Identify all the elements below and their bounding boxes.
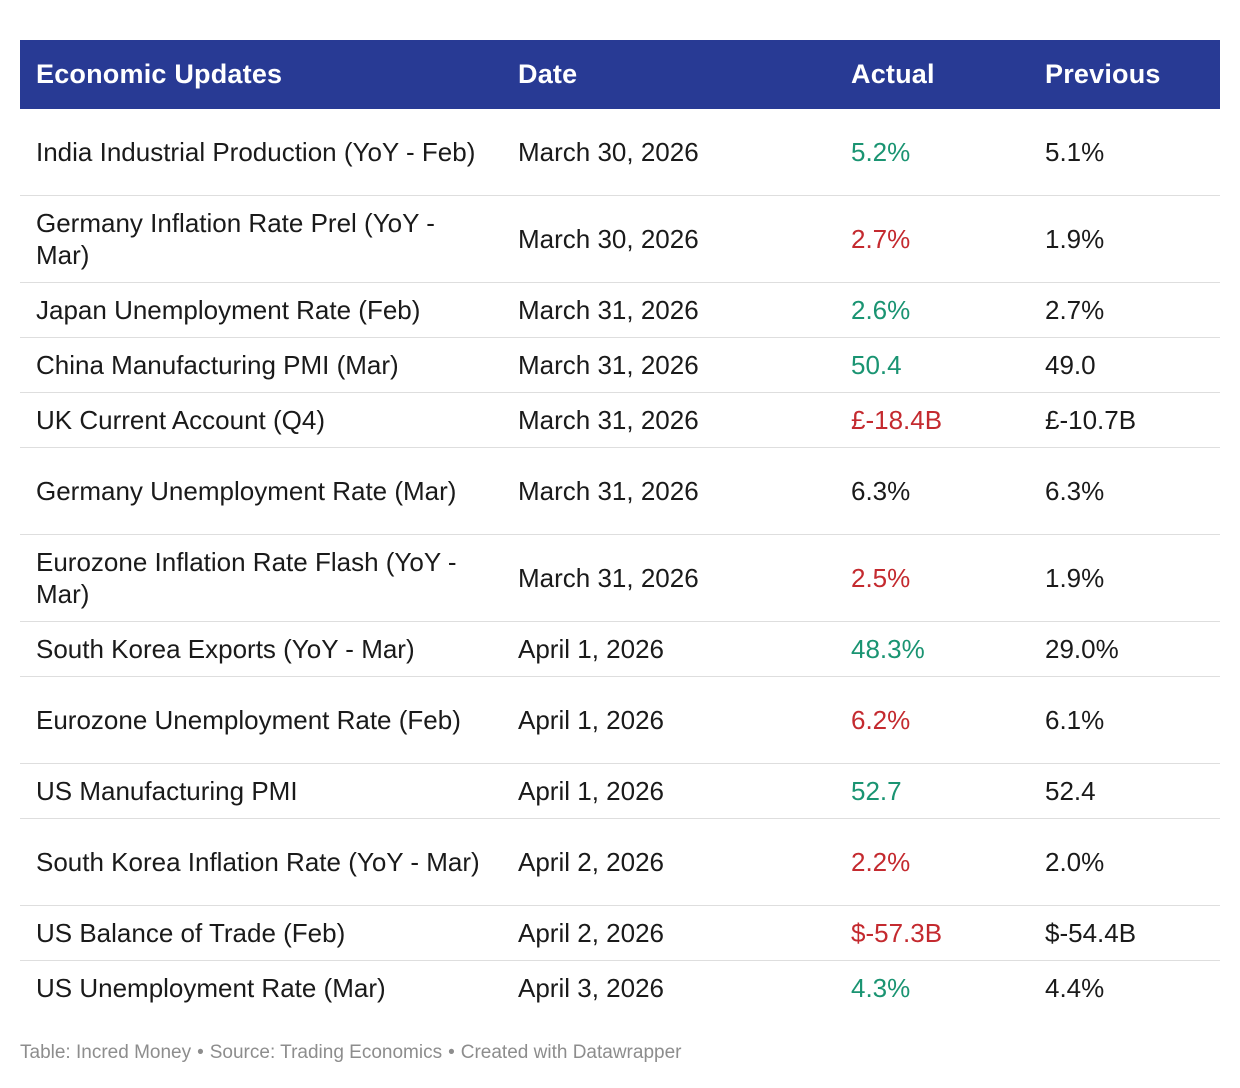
cell-previous: 52.4 — [1029, 763, 1220, 819]
table-row: UK Current Account (Q4) March 31, 2026 £-1… — [20, 392, 1220, 448]
cell-previous: 2.7% — [1029, 282, 1220, 338]
table-body: India Industrial Production (YoY - Feb) M… — [20, 109, 1220, 1015]
cell-actual: 2.5% — [832, 534, 1029, 622]
cell-event: US Balance of Trade (Feb) — [20, 905, 502, 961]
table-row: Eurozone Unemployment Rate (Feb) April 1,… — [20, 676, 1220, 764]
cell-date: March 31, 2026 — [502, 392, 832, 448]
footer-created-with: Created with Datawrapper — [460, 1042, 682, 1063]
cell-previous: 6.3% — [1029, 447, 1220, 535]
cell-event: US Manufacturing PMI — [20, 763, 502, 819]
table-row: India Industrial Production (YoY - Feb) M… — [20, 109, 1220, 196]
cell-previous: 49.0 — [1029, 337, 1220, 393]
cell-event: UK Current Account (Q4) — [20, 392, 502, 448]
cell-previous: $-54.4B — [1029, 905, 1220, 961]
economic-updates-table-container: Economic Updates Date Actual Previous In… — [20, 40, 1220, 1015]
cell-actual: 2.2% — [832, 818, 1029, 906]
cell-event: Germany Unemployment Rate (Mar) — [20, 447, 502, 535]
cell-actual: 6.3% — [832, 447, 1029, 535]
table-row: US Balance of Trade (Feb) April 2, 2026 $-… — [20, 905, 1220, 961]
cell-previous: 1.9% — [1029, 534, 1220, 622]
cell-date: March 30, 2026 — [502, 195, 832, 283]
cell-date: March 31, 2026 — [502, 534, 832, 622]
cell-event: South Korea Inflation Rate (YoY - Mar) — [20, 818, 502, 906]
header-row: Economic Updates Date Actual Previous — [20, 40, 1220, 109]
footer-source: Source: Trading Economics — [209, 1042, 443, 1063]
header-previous[interactable]: Previous — [1045, 59, 1161, 89]
cell-event: China Manufacturing PMI (Mar) — [20, 337, 502, 393]
table-row: US Unemployment Rate (Mar) April 3, 2026 4… — [20, 961, 1220, 1016]
cell-date: April 2, 2026 — [502, 905, 832, 961]
cell-actual: 50.4 — [832, 337, 1029, 393]
cell-previous: 2.0% — [1029, 818, 1220, 906]
footer-separator: • — [448, 1042, 455, 1063]
table-row: South Korea Inflation Rate (YoY - Mar) Ap… — [20, 818, 1220, 906]
cell-date: March 31, 2026 — [502, 282, 832, 338]
cell-previous: 1.9% — [1029, 195, 1220, 283]
cell-actual: £-18.4B — [832, 392, 1029, 448]
cell-date: April 1, 2026 — [502, 676, 832, 764]
cell-actual: 2.7% — [832, 195, 1029, 283]
table-row: China Manufacturing PMI (Mar) March 31, 2… — [20, 337, 1220, 393]
cell-event: Japan Unemployment Rate (Feb) — [20, 282, 502, 338]
footer-separator: • — [197, 1042, 204, 1063]
cell-actual: 52.7 — [832, 763, 1029, 819]
table-header: Economic Updates Date Actual Previous — [20, 40, 1220, 109]
header-date[interactable]: Date — [518, 59, 578, 89]
cell-actual: 6.2% — [832, 676, 1029, 764]
cell-date: March 31, 2026 — [502, 337, 832, 393]
cell-event: Germany Inflation Rate Prel (YoY - Mar) — [20, 195, 502, 283]
cell-actual: 2.6% — [832, 282, 1029, 338]
chart-footer: Table: Incred Money • Source: Trading Econ… — [20, 1042, 681, 1064]
table-row: Germany Unemployment Rate (Mar) March 31,… — [20, 447, 1220, 535]
cell-date: March 31, 2026 — [502, 447, 832, 535]
cell-actual: 4.3% — [851, 973, 911, 1003]
cell-event: Eurozone Unemployment Rate (Feb) — [20, 676, 502, 764]
cell-previous: 6.1% — [1029, 676, 1220, 764]
table-row: Germany Inflation Rate Prel (YoY - Mar) M… — [20, 195, 1220, 283]
cell-event: India Industrial Production (YoY - Feb) — [20, 109, 502, 196]
header-economic-updates[interactable]: Economic Updates — [36, 59, 283, 89]
table-row: US Manufacturing PMI April 1, 2026 52.7 52.… — [20, 763, 1220, 819]
cell-date: April 1, 2026 — [502, 621, 832, 677]
economic-updates-table: Economic Updates Date Actual Previous In… — [20, 40, 1220, 1015]
footer-table-credit: Table: Incred Money — [20, 1042, 192, 1063]
cell-date: April 1, 2026 — [502, 763, 832, 819]
cell-actual: 5.2% — [832, 109, 1029, 196]
table-row: Eurozone Inflation Rate Flash (YoY - Mar… — [20, 534, 1220, 622]
cell-date: March 30, 2026 — [502, 109, 832, 196]
cell-actual: $-57.3B — [832, 905, 1029, 961]
cell-previous: 29.0% — [1029, 621, 1220, 677]
table-row: South Korea Exports (YoY - Mar) April 1, … — [20, 621, 1220, 677]
cell-event: Eurozone Inflation Rate Flash (YoY - Mar… — [20, 534, 502, 622]
header-actual[interactable]: Actual — [851, 59, 935, 89]
table-row: Japan Unemployment Rate (Feb) March 31, 2… — [20, 282, 1220, 338]
cell-previous: £-10.7B — [1029, 392, 1220, 448]
cell-event: US Unemployment Rate (Mar) — [36, 973, 386, 1003]
cell-date: April 2, 2026 — [502, 818, 832, 906]
cell-date: April 3, 2026 — [518, 973, 664, 1003]
cell-actual: 48.3% — [832, 621, 1029, 677]
cell-previous: 4.4% — [1045, 973, 1105, 1003]
cell-event: South Korea Exports (YoY - Mar) — [20, 621, 502, 677]
cell-previous: 5.1% — [1029, 109, 1220, 196]
